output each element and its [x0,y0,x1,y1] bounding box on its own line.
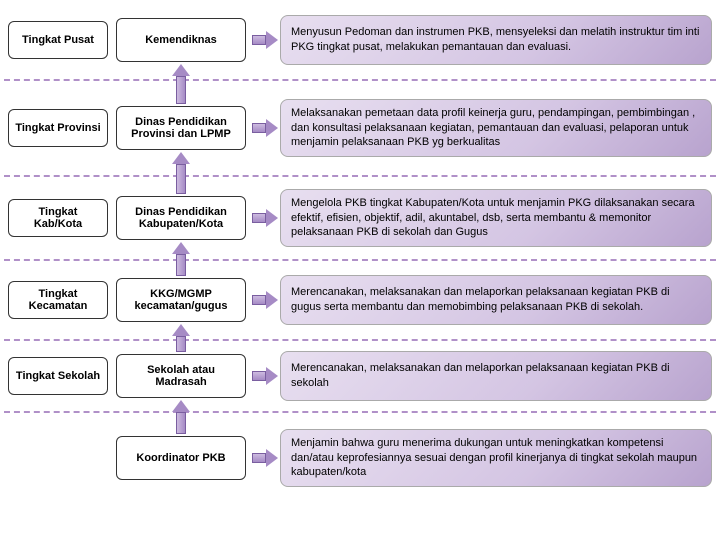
arrow-right-icon [252,367,278,385]
actor-box: KKG/MGMP kecamatan/gugus [116,278,246,322]
arrow-right-icon [252,449,278,467]
arrow-right-icon [252,31,278,49]
diagram-row: Tingkat SekolahSekolah atau Madrasah Mere… [0,340,720,412]
arrow-up-icon [172,242,190,276]
actor-box: Koordinator PKB [116,436,246,480]
arrow-right-icon [252,291,278,309]
diagram-row: Koordinator PKB Menjamin bahwa guru mener… [0,412,720,504]
level-box [8,439,108,477]
description-box: Mengelola PKB tingkat Kabupaten/Kota unt… [280,189,712,248]
diagram-row: Tingkat PusatKemendiknas Menyusun Pedoman… [0,0,720,80]
actor-box: Sekolah atau Madrasah [116,354,246,398]
arrow-up-icon [172,64,190,104]
level-box: Tingkat Provinsi [8,109,108,147]
arrow-up-icon [172,400,190,434]
diagram-row: Tingkat KecamatanKKG/MGMP kecamatan/gugu… [0,260,720,340]
description-box: Merencanakan, melaksanakan dan melaporka… [280,275,712,325]
description-box: Merencanakan, melaksanakan dan melaporka… [280,351,712,401]
diagram-row: Tingkat Kab/KotaDinas Pendidikan Kabupat… [0,176,720,260]
level-box: Tingkat Pusat [8,21,108,59]
arrow-up-icon [172,152,190,194]
arrow-right-icon [252,209,278,227]
row-separator [4,175,716,177]
description-box: Menjamin bahwa guru menerima dukungan un… [280,429,712,488]
actor-box: Kemendiknas [116,18,246,62]
description-box: Menyusun Pedoman dan instrumen PKB, mens… [280,15,712,65]
row-separator [4,259,716,261]
diagram-rows: Tingkat PusatKemendiknas Menyusun Pedoman… [0,0,720,504]
row-separator [4,339,716,341]
actor-box: Dinas Pendidikan Kabupaten/Kota [116,196,246,240]
description-box: Melaksanakan pemetaan data profil keiner… [280,99,712,158]
arrow-right-icon [252,119,278,137]
diagram-row: Tingkat ProvinsiDinas Pendidikan Provins… [0,80,720,176]
actor-box: Dinas Pendidikan Provinsi dan LPMP [116,106,246,150]
level-box: Tingkat Kab/Kota [8,199,108,237]
level-box: Tingkat Sekolah [8,357,108,395]
level-box: Tingkat Kecamatan [8,281,108,319]
row-separator [4,79,716,81]
row-separator [4,411,716,413]
arrow-up-icon [172,324,190,352]
